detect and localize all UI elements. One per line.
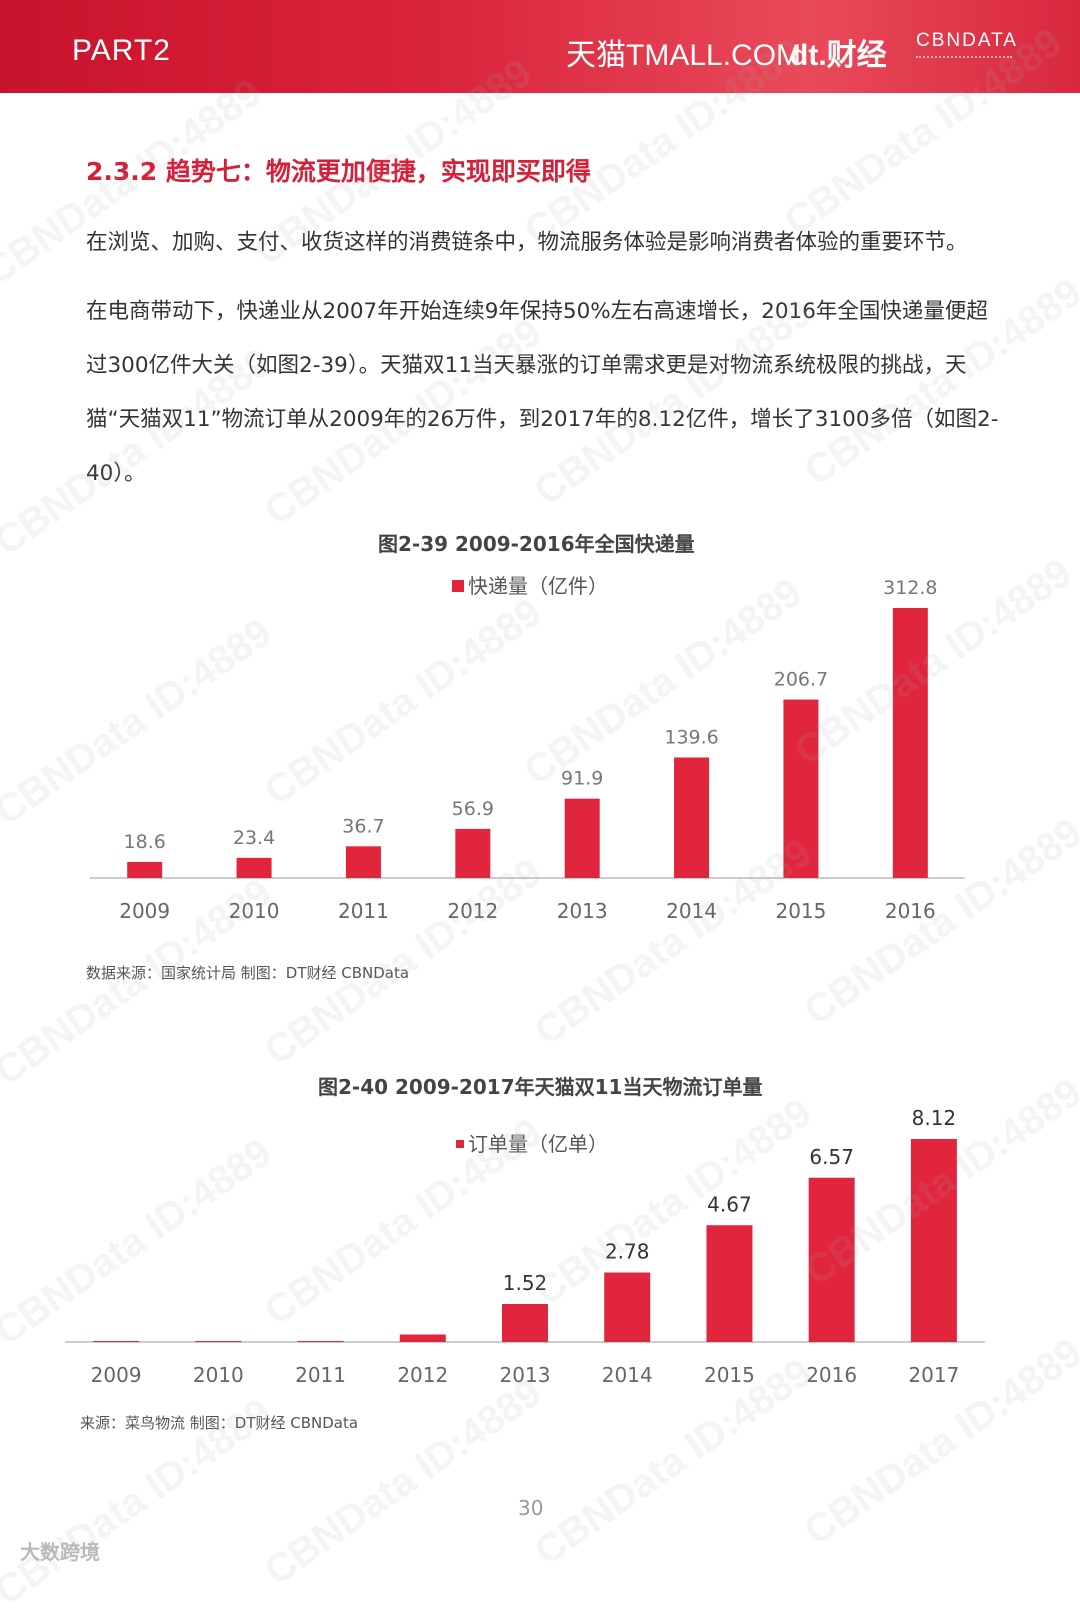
paragraph-2: 在电商带动下，快递业从2007年开始连续9年保持50%左右高速增长，2016年全… — [86, 299, 999, 486]
chart1-data-label-2013: 91.9 — [561, 768, 603, 790]
chart2-data-label-2015: 4.67 — [707, 1192, 752, 1216]
chart1-tick-2012: 2012 — [447, 899, 498, 923]
chart2-bar-2011 — [297, 1341, 344, 1342]
section-title: 2.3.2 趋势七：物流更加便捷，实现即买即得 — [86, 157, 591, 186]
chart2-data-label-2017: 8.12 — [912, 1106, 957, 1130]
chart1-bar-2016 — [892, 608, 928, 878]
chart2-bar-2013 — [502, 1304, 548, 1342]
chart1-tick-2015: 2015 — [775, 899, 826, 923]
chart1-legend: 快递量（亿件） — [452, 570, 608, 599]
chart2-source: 来源：菜鸟物流 制图：DT财经 CBNData — [80, 1414, 359, 1432]
chart1-tick-2016: 2016 — [885, 899, 936, 923]
cbndata-logo-tagline — [916, 56, 1012, 61]
chart1-bar-2014 — [674, 757, 710, 878]
chart1-tick-2011: 2011 — [338, 899, 389, 923]
chart1-data-label-2012: 56.9 — [452, 798, 494, 820]
chart2-legend: 订单量（亿单） — [456, 1128, 608, 1157]
chart1-bar-2011 — [345, 846, 381, 878]
chart1-tick-2010: 2010 — [229, 899, 280, 923]
chart2-tick-2017: 2017 — [908, 1363, 959, 1387]
chart2-legend-label: 订单量（亿单） — [468, 1132, 608, 1156]
dt-finance-logo: dt.财经 — [790, 39, 887, 72]
chart2-title: 图2-40 2009-2017年天猫双11当天物流订单量 — [318, 1075, 763, 1099]
chart2-tick-2015: 2015 — [704, 1363, 755, 1387]
chart1-data-label-2010: 23.4 — [233, 827, 275, 849]
chart2-legend-swatch — [456, 1140, 464, 1148]
chart1-bar-2015 — [783, 699, 819, 878]
chart2-bar-2009 — [93, 1341, 140, 1342]
part-label: PART2 — [72, 34, 171, 67]
chart1-data-label-2009: 18.6 — [124, 831, 166, 853]
chart2-tick-2010: 2010 — [193, 1363, 244, 1387]
chart1-data-label-2016: 312.8 — [883, 577, 937, 599]
chart1-data-label-2011: 36.7 — [342, 815, 384, 837]
chart2-bar-2015 — [706, 1225, 753, 1342]
chart2-data-label-2016: 6.57 — [809, 1145, 854, 1169]
chart2-tick-2009: 2009 — [91, 1363, 142, 1387]
page-header: PART2 天猫TMALL.COM dt.财经 CBNDATA — [0, 0, 1080, 93]
tmall-logo: 天猫TMALL.COM — [566, 39, 802, 72]
page-number: 30 — [518, 1496, 544, 1520]
chart1-tick-2013: 2013 — [557, 899, 608, 923]
chart2-bar-2017 — [910, 1139, 957, 1342]
chart1-bar-2009 — [127, 861, 163, 878]
chart2-tick-2011: 2011 — [295, 1363, 346, 1387]
chart2-tick-2012: 2012 — [397, 1363, 448, 1387]
chart2-tick-2014: 2014 — [602, 1363, 653, 1387]
chart2-data-label-2013: 1.52 — [503, 1271, 548, 1295]
chart1-data-label-2015: 206.7 — [774, 669, 828, 691]
cbndata-logo: CBNDATA — [916, 30, 1018, 51]
chart2-bar-2016 — [808, 1177, 855, 1342]
chart1-tick-2014: 2014 — [666, 899, 717, 923]
chart1-legend-label: 快递量（亿件） — [468, 574, 608, 598]
chart2-bar-2012 — [399, 1334, 446, 1342]
chart2-data-label-2014: 2.78 — [605, 1240, 650, 1264]
chart2-bar-2014 — [604, 1272, 651, 1342]
chart1-bar-2010 — [236, 857, 272, 878]
chart1-source: 数据来源：国家统计局 制图：DT财经 CBNData — [86, 964, 410, 982]
chart1-data-label-2014: 139.6 — [664, 727, 718, 749]
paragraph-1: 在浏览、加购、支付、收货这样的消费链条中，物流服务体验是影响消费者体验的重要环节… — [86, 230, 968, 255]
chart1-bar-2013 — [564, 798, 600, 878]
chart1-legend-swatch — [452, 580, 464, 592]
chart1-tick-2009: 2009 — [119, 899, 170, 923]
chart2-tick-2016: 2016 — [806, 1363, 857, 1387]
chart1-title: 图2-39 2009-2016年全国快递量 — [378, 532, 695, 556]
chart2-tick-2013: 2013 — [500, 1363, 551, 1387]
brand-watermark: 大数跨境 — [20, 1540, 100, 1564]
chart1-bar-2012 — [455, 828, 491, 878]
chart2-bar-2010 — [195, 1341, 242, 1342]
